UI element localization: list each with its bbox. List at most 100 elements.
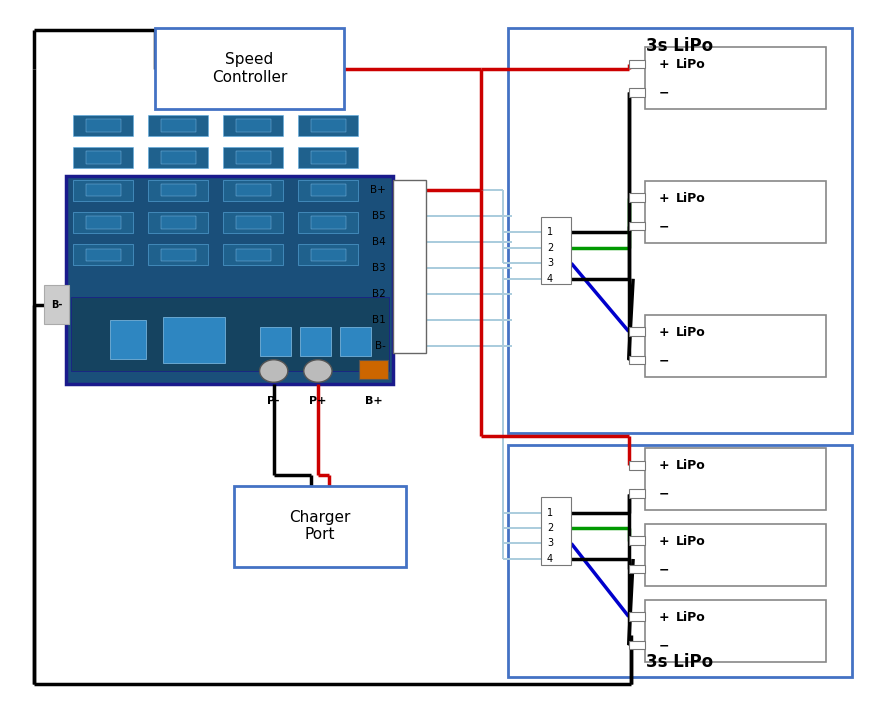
Bar — [393, 180, 426, 353]
Bar — [71, 297, 389, 371]
Text: LiPo: LiPo — [675, 191, 706, 205]
Bar — [629, 88, 645, 96]
Text: −: − — [659, 220, 669, 233]
Bar — [541, 497, 571, 565]
Text: Speed
Controller: Speed Controller — [212, 52, 287, 85]
Text: +: + — [659, 610, 669, 624]
Text: 3s LiPo: 3s LiPo — [646, 653, 713, 671]
Text: B4: B4 — [372, 237, 386, 247]
Bar — [629, 641, 645, 649]
Bar — [311, 216, 346, 229]
Bar — [629, 612, 645, 621]
Bar — [298, 180, 358, 201]
Text: B-: B- — [375, 341, 386, 351]
Text: LiPo: LiPo — [675, 610, 706, 624]
Bar — [298, 115, 358, 136]
Bar — [236, 119, 271, 132]
Text: B5: B5 — [372, 211, 386, 221]
Bar — [223, 180, 283, 201]
Text: −: − — [659, 354, 669, 367]
Bar — [236, 216, 271, 229]
Text: 4: 4 — [547, 274, 553, 284]
Bar — [161, 216, 196, 229]
Text: +: + — [659, 325, 669, 339]
Bar — [311, 151, 346, 164]
Bar — [629, 60, 645, 68]
Text: −: − — [659, 639, 669, 652]
Bar — [645, 47, 826, 109]
Bar — [645, 600, 826, 662]
Bar — [148, 180, 208, 201]
Text: −: − — [659, 563, 669, 576]
Bar — [110, 320, 146, 359]
Text: Charger
Port: Charger Port — [290, 510, 351, 543]
Bar — [148, 244, 208, 265]
Text: 4: 4 — [547, 554, 553, 564]
Bar — [223, 147, 283, 168]
Bar — [629, 356, 645, 364]
Text: +: + — [659, 534, 669, 548]
Bar — [73, 147, 133, 168]
Bar — [541, 217, 571, 284]
Text: LiPo: LiPo — [675, 459, 706, 472]
Bar — [298, 212, 358, 233]
Bar — [161, 119, 196, 132]
Text: LiPo: LiPo — [675, 325, 706, 339]
Bar — [629, 536, 645, 545]
Bar — [161, 184, 196, 196]
Bar — [508, 445, 852, 677]
Bar — [223, 244, 283, 265]
Bar — [300, 327, 331, 356]
Text: 2: 2 — [547, 523, 554, 533]
Text: B-: B- — [51, 300, 62, 310]
Bar — [73, 212, 133, 233]
Circle shape — [260, 360, 288, 382]
Text: +: + — [659, 58, 669, 71]
Text: P-: P- — [268, 396, 280, 406]
Bar — [223, 115, 283, 136]
Bar — [86, 184, 121, 196]
Bar — [359, 360, 388, 379]
Bar — [629, 222, 645, 230]
Bar — [298, 147, 358, 168]
Bar — [148, 212, 208, 233]
Bar — [86, 151, 121, 164]
Bar — [298, 244, 358, 265]
Bar — [629, 194, 645, 202]
Bar — [311, 249, 346, 261]
Bar — [44, 285, 69, 324]
Bar — [645, 181, 826, 243]
Text: LiPo: LiPo — [675, 534, 706, 548]
Bar — [163, 317, 225, 363]
Bar — [311, 119, 346, 132]
Bar — [161, 151, 196, 164]
Bar — [73, 244, 133, 265]
Bar — [66, 176, 393, 384]
Text: P+: P+ — [309, 396, 327, 406]
Text: 1: 1 — [547, 508, 553, 517]
Bar — [629, 461, 645, 470]
Bar — [73, 115, 133, 136]
Bar — [148, 115, 208, 136]
Text: 3: 3 — [547, 539, 553, 548]
Bar — [73, 180, 133, 201]
Text: +: + — [659, 191, 669, 205]
Bar — [629, 489, 645, 498]
Circle shape — [304, 360, 332, 382]
Bar — [629, 565, 645, 573]
Bar — [86, 216, 121, 229]
Bar — [236, 249, 271, 261]
Bar — [311, 184, 346, 196]
Bar — [155, 28, 344, 109]
Text: B+: B+ — [370, 185, 386, 195]
Bar — [86, 249, 121, 261]
Text: 3s LiPo: 3s LiPo — [646, 37, 713, 55]
Text: +: + — [659, 459, 669, 472]
Bar — [223, 212, 283, 233]
Bar — [260, 327, 291, 356]
Bar — [234, 486, 406, 567]
Text: 2: 2 — [547, 243, 554, 253]
Bar — [508, 28, 852, 433]
Text: B2: B2 — [372, 289, 386, 299]
Bar — [86, 119, 121, 132]
